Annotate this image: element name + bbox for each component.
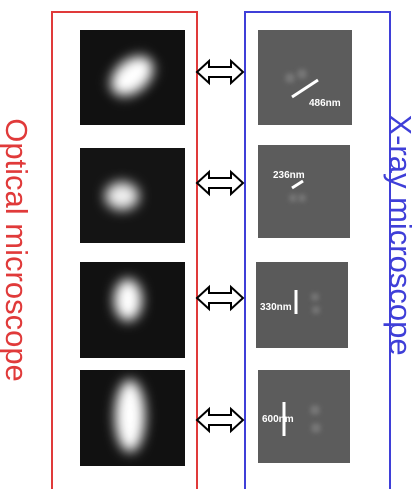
scale-label: 330nm [260, 302, 292, 313]
xray-images [256, 30, 352, 463]
left-title: Optical microscope [0, 118, 34, 382]
scale-label: 486nm [309, 98, 341, 109]
scale-label: 600nm [262, 414, 294, 425]
page: {"left_title":"Optical microscope","righ… [0, 0, 412, 489]
optical-images [80, 30, 185, 466]
scale-label: 236nm [273, 170, 305, 181]
figure: Optical microscope X-ray microscope 486n… [0, 0, 412, 489]
arrows [197, 61, 243, 431]
right-title: X-ray microscope [383, 114, 412, 355]
